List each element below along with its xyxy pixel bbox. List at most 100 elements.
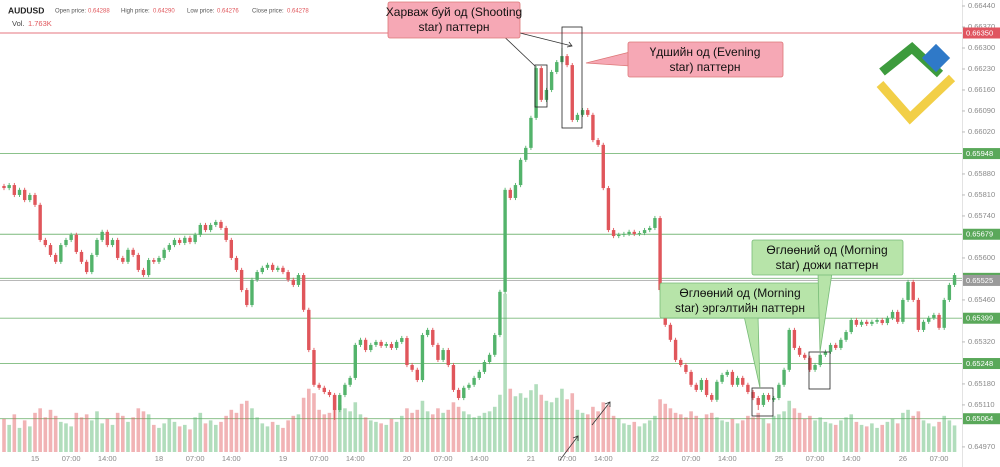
candle-body [544, 89, 549, 100]
callout-pointer [585, 51, 631, 67]
candle-body [467, 384, 471, 388]
candle-body [952, 275, 957, 285]
volume-bar [761, 418, 766, 452]
volume-bar [38, 408, 42, 452]
volume-bar [828, 423, 833, 452]
volume-bar [291, 415, 296, 452]
x-tick-label: 15 [31, 454, 39, 463]
pattern-box [534, 64, 548, 108]
candle-body [369, 344, 373, 351]
candle-body [524, 147, 528, 160]
volume-bar [146, 414, 151, 452]
pattern-boxes [534, 26, 831, 417]
level-labels: 0.663500.659480.656790.655320.655250.653… [963, 27, 1000, 425]
volume-bar [441, 412, 445, 452]
volume-bar [28, 426, 32, 452]
candle-body [575, 114, 580, 120]
volume-bar [813, 420, 817, 452]
candle-body [307, 309, 311, 351]
volume-bar [523, 397, 528, 452]
x-tick-label: 14:00 [346, 454, 365, 463]
candle-body [379, 341, 383, 346]
volume-bar [492, 406, 497, 452]
candle-body [865, 321, 869, 324]
volume-bar [756, 412, 761, 452]
candle-body [405, 338, 409, 366]
candle-body [741, 377, 745, 385]
y-tick-label: 0.65600 [968, 253, 995, 262]
candle-body [229, 239, 234, 258]
level-label: 0.65679 [966, 230, 993, 239]
callout-box [387, 1, 521, 39]
candle-body [141, 269, 146, 276]
volume-bar [668, 408, 673, 452]
candle-body [823, 351, 828, 355]
callout-join [630, 53, 632, 65]
volume-bar [467, 414, 471, 452]
volume-bar [554, 397, 559, 452]
candle-body [79, 251, 84, 262]
volume-bar [932, 426, 936, 452]
volume-value: 1.763K [28, 19, 52, 28]
level-label: 0.65948 [966, 149, 993, 158]
candle-body [22, 189, 27, 201]
volume-bar [389, 418, 394, 452]
candle-body [828, 344, 833, 352]
callout-box [627, 41, 784, 78]
arrow-head [566, 41, 573, 48]
candle-body [896, 311, 900, 322]
callout: Харваж буй од (Shooting star) паттерн [386, 1, 522, 39]
candle-body [477, 371, 481, 378]
volume-bar [322, 414, 327, 452]
volume-label: Vol. [12, 19, 25, 28]
candle-body [849, 320, 853, 333]
volume-bar [890, 418, 895, 452]
volume-bar [477, 415, 482, 452]
candle-body [74, 234, 79, 252]
x-tick-label: 07:00 [558, 454, 577, 463]
candle-body [818, 354, 822, 366]
volume-bar [529, 390, 533, 452]
callout: Үдшийн од (Evening star) паттерн [585, 41, 784, 78]
candle-body [208, 224, 213, 231]
y-tick-label: 0.66370 [968, 22, 995, 31]
volume-bar [193, 417, 197, 452]
volume-bar [601, 402, 606, 452]
candle-body [420, 335, 425, 381]
x-tick-label: 26 [899, 454, 907, 463]
y-tick-label: 0.65180 [968, 379, 995, 388]
candle-body [451, 365, 456, 390]
field-label: Close price: [252, 9, 284, 15]
volume-bar [606, 405, 611, 452]
candle-body [363, 339, 368, 351]
volume-bar [183, 424, 187, 452]
volume-bar [746, 415, 750, 452]
volume-bar [575, 409, 580, 452]
x-tick-label: 07:00 [434, 454, 453, 463]
candle-body [766, 395, 771, 400]
candle-body [374, 341, 378, 345]
volume-bar [17, 427, 22, 452]
volume-bar [126, 421, 130, 452]
volume-bar [420, 400, 425, 452]
candle-body [911, 281, 915, 300]
candle-body [33, 194, 37, 205]
candle-body [539, 68, 543, 100]
volume-bar [7, 424, 11, 452]
callout-pointer [817, 272, 833, 353]
candle-body [586, 110, 590, 115]
volume-bar [95, 411, 99, 452]
candle-body [854, 320, 859, 325]
candle-body [901, 299, 905, 322]
candle-body [808, 357, 812, 370]
volume-bar [59, 421, 63, 452]
candle-body [751, 392, 755, 399]
callout-text: Өглөөний од (Morning [679, 286, 800, 300]
level-label: 0.65248 [966, 359, 993, 368]
volume-bar [870, 423, 874, 452]
candle-body [7, 185, 11, 189]
volume-bar [301, 397, 306, 452]
candle-body [270, 264, 275, 270]
candle-body [327, 392, 332, 396]
volume-bar [343, 408, 347, 452]
